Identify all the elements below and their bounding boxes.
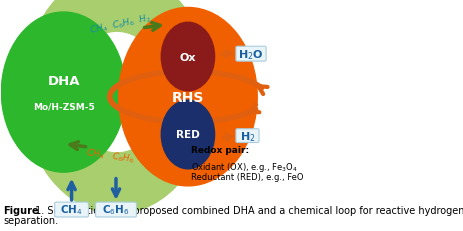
Text: Ox: Ox: [180, 52, 196, 62]
Text: Oxidant (OX), e.g., Fe$_3$O$_4$: Oxidant (OX), e.g., Fe$_3$O$_4$: [192, 160, 299, 173]
Text: separation.: separation.: [3, 215, 58, 225]
Text: RED: RED: [176, 130, 200, 140]
Text: RHS: RHS: [172, 90, 204, 104]
Text: H$_2$: H$_2$: [240, 129, 255, 143]
Text: CH$_4$: CH$_4$: [60, 203, 83, 216]
Ellipse shape: [119, 8, 257, 186]
Text: $\it{CH_4\ \ \ C_6H_6}$: $\it{CH_4\ \ \ C_6H_6}$: [85, 146, 135, 165]
FancyBboxPatch shape: [55, 202, 88, 217]
FancyBboxPatch shape: [95, 202, 137, 217]
Ellipse shape: [1, 13, 126, 172]
Text: Figure: Figure: [3, 205, 39, 215]
Text: 1. Schematic of the proposed combined DHA and a chemical loop for reactive hydro: 1. Schematic of the proposed combined DH…: [32, 205, 463, 215]
Ellipse shape: [161, 101, 214, 169]
Text: Redox pair:: Redox pair:: [192, 145, 250, 154]
Text: Reductant (RED), e.g., FeO: Reductant (RED), e.g., FeO: [192, 173, 304, 182]
Ellipse shape: [23, 0, 211, 213]
Text: H$_2$O: H$_2$O: [238, 48, 264, 61]
FancyBboxPatch shape: [236, 47, 266, 62]
Ellipse shape: [71, 33, 163, 152]
Text: Mo/H-ZSM-5: Mo/H-ZSM-5: [33, 102, 94, 111]
Ellipse shape: [161, 23, 214, 91]
Text: $\it{CH_4\ \ C_6H_6\ \ H_2}$: $\it{CH_4\ \ C_6H_6\ \ H_2}$: [88, 12, 152, 37]
Text: DHA: DHA: [47, 75, 80, 88]
Text: C$_6$H$_6$: C$_6$H$_6$: [102, 203, 130, 216]
FancyBboxPatch shape: [236, 129, 259, 143]
